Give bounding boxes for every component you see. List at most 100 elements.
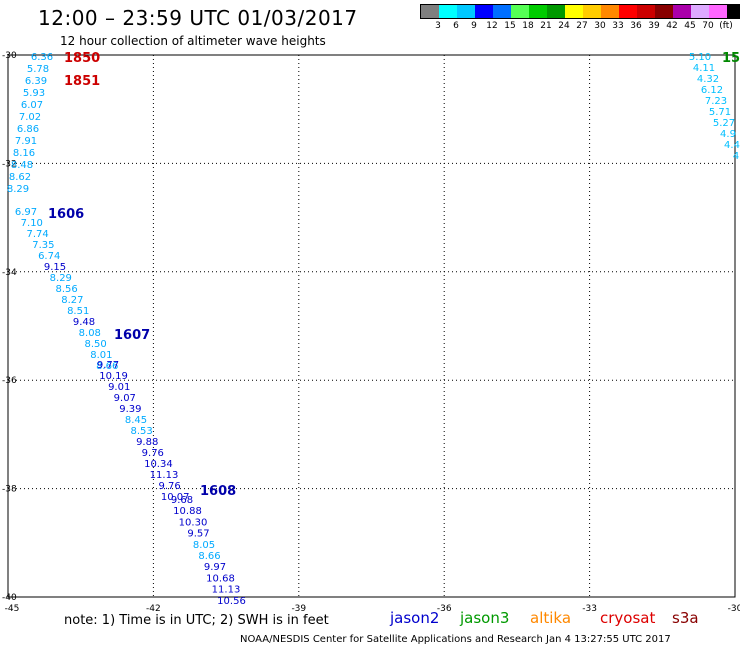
track-value: 4.4 xyxy=(724,140,740,151)
legend-swatch xyxy=(529,5,547,18)
mission-jason3: jason3 xyxy=(460,609,510,627)
mission-s3a: s3a xyxy=(672,609,699,627)
track-value: 8.56 xyxy=(55,284,77,295)
y-tick-label: -40 xyxy=(2,593,17,603)
track-value: 4.32 xyxy=(697,74,719,85)
track-value: 8.48 xyxy=(11,160,33,171)
legend-swatch xyxy=(457,5,475,18)
track-value: 8.51 xyxy=(67,306,89,317)
track-value: 5.71 xyxy=(709,107,731,118)
track-value: 8.50 xyxy=(84,339,106,350)
track-value: 9.07 xyxy=(114,393,136,404)
legend-swatch xyxy=(655,5,673,18)
legend-swatch xyxy=(439,5,457,18)
track-value: 5.78 xyxy=(27,64,49,75)
legend-swatch xyxy=(601,5,619,18)
x-tick-label: -39 xyxy=(291,604,306,614)
legend-label: 36 xyxy=(630,21,642,31)
y-tick-label: -36 xyxy=(2,376,17,386)
track-value: 9.76 xyxy=(158,481,180,492)
track-value: 5.93 xyxy=(23,88,45,99)
legend-label: 15 xyxy=(504,21,516,31)
legend-swatches xyxy=(420,4,740,19)
legend-label: 42 xyxy=(666,21,678,31)
legend-swatch xyxy=(421,5,439,18)
mission-cryosat: cryosat xyxy=(600,609,656,627)
pass-label: 1607 xyxy=(114,328,150,343)
legend-swatch xyxy=(727,5,740,18)
track-value: 4.11 xyxy=(693,63,715,74)
track-value: 10.30 xyxy=(179,517,208,528)
mission-jason2: jason2 xyxy=(390,609,440,627)
track-value: 10.56 xyxy=(217,596,246,607)
track-value: 9.01 xyxy=(108,382,130,393)
track-value: 5.27 xyxy=(713,118,735,129)
legend-swatch xyxy=(493,5,511,18)
x-tick-label: -33 xyxy=(582,604,597,614)
legend-swatch xyxy=(691,5,709,18)
track-value: 9.88 xyxy=(136,437,158,448)
legend-label: 30 xyxy=(594,21,606,31)
track-value: 8.66 xyxy=(96,361,118,372)
track-value: 10.07 xyxy=(161,492,190,503)
x-tick-label: -36 xyxy=(437,604,452,614)
track-value: 9.57 xyxy=(187,529,209,540)
track-value: 7.10 xyxy=(21,218,43,229)
plot-frame xyxy=(7,54,736,598)
track-value: 9.76 xyxy=(142,448,164,459)
legend-swatch xyxy=(673,5,691,18)
track-value: 6.07 xyxy=(21,100,43,111)
track-value: 7.74 xyxy=(26,229,48,240)
legend-swatch xyxy=(565,5,583,18)
legend-label: 39 xyxy=(648,21,660,31)
credit-line: NOAA/NESDIS Center for Satellite Applica… xyxy=(240,634,671,645)
track-value: 7.91 xyxy=(15,136,37,147)
footer-note: note: 1) Time is in UTC; 2) SWH is in fe… xyxy=(64,613,329,628)
track-value: 8.16 xyxy=(13,148,35,159)
legend-label: (ft) xyxy=(719,21,733,31)
track-value: 7.35 xyxy=(32,240,54,251)
track-value: 8.29 xyxy=(7,184,29,195)
pass-label: 15 xyxy=(722,51,740,66)
track-value: 5.10 xyxy=(689,52,711,63)
legend-swatch xyxy=(547,5,565,18)
track-value: 8.29 xyxy=(50,273,72,284)
y-tick-label: -38 xyxy=(2,485,17,495)
track-value: 10.88 xyxy=(173,506,202,517)
track-value: 11.13 xyxy=(150,470,179,481)
legend-label: 3 xyxy=(435,21,441,31)
track-value: 7.02 xyxy=(19,112,41,123)
y-tick-label: -34 xyxy=(2,268,17,278)
track-value: 10.68 xyxy=(206,573,235,584)
chart-subtitle: 12 hour collection of altimeter wave hei… xyxy=(60,34,326,48)
track-value: 6.74 xyxy=(38,251,60,262)
legend-label: 45 xyxy=(684,21,696,31)
track-value: 8.08 xyxy=(79,328,101,339)
track-value: 6.39 xyxy=(25,76,47,87)
track-value: 9.39 xyxy=(119,404,141,415)
track-value: 9.77 xyxy=(97,360,119,371)
legend-swatch xyxy=(637,5,655,18)
track-value: 8.27 xyxy=(61,295,83,306)
track-value: 8.45 xyxy=(125,415,147,426)
legend-swatch xyxy=(583,5,601,18)
pass-label: 1851 xyxy=(64,74,100,89)
track-value: 9.15 xyxy=(44,262,66,273)
y-tick-label: -32 xyxy=(2,159,17,169)
mission-altika: altika xyxy=(530,609,572,627)
chart-title: 12:00 – 23:59 UTC 01/03/2017 xyxy=(38,6,358,30)
pass-label: 1850 xyxy=(64,51,100,66)
legend-label: 21 xyxy=(540,21,552,31)
track-value: 10.34 xyxy=(144,459,173,470)
track-value: 10.19 xyxy=(99,371,128,382)
legend-swatch xyxy=(619,5,637,18)
pass-label: 1608 xyxy=(200,484,236,499)
track-value: 8.62 xyxy=(9,172,31,183)
pass-label: 1606 xyxy=(48,207,84,222)
legend-label: 70 xyxy=(702,21,714,31)
legend-swatch xyxy=(511,5,529,18)
track-value: 7.23 xyxy=(705,96,727,107)
track-value: 4.9 xyxy=(720,129,736,140)
legend-label: 12 xyxy=(486,21,498,31)
